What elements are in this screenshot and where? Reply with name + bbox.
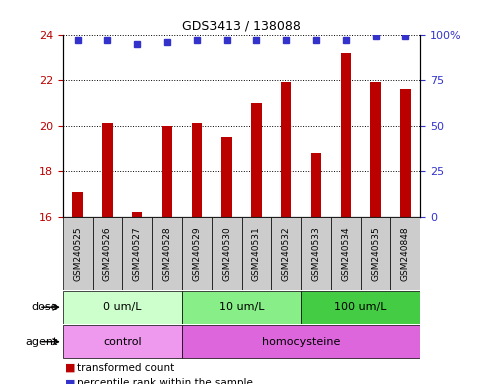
Bar [400,89,411,217]
Bar [162,126,172,217]
Text: dose: dose [31,302,58,312]
FancyBboxPatch shape [361,217,390,290]
Bar [221,137,232,217]
FancyBboxPatch shape [63,291,182,324]
FancyBboxPatch shape [301,291,420,324]
FancyBboxPatch shape [331,217,361,290]
FancyBboxPatch shape [93,217,122,290]
Text: percentile rank within the sample: percentile rank within the sample [77,378,253,384]
Bar [370,83,381,217]
Text: GSM240526: GSM240526 [103,226,112,281]
Bar [192,124,202,217]
FancyBboxPatch shape [390,217,420,290]
Text: ■: ■ [65,378,76,384]
Bar [102,124,113,217]
Text: 100 um/L: 100 um/L [334,302,387,312]
Bar [341,53,351,217]
Text: transformed count: transformed count [77,363,174,373]
FancyBboxPatch shape [301,217,331,290]
Text: GSM240535: GSM240535 [371,226,380,281]
FancyBboxPatch shape [63,217,93,290]
Text: GSM240529: GSM240529 [192,226,201,281]
Text: GSM240532: GSM240532 [282,226,291,281]
FancyBboxPatch shape [212,217,242,290]
Text: GSM240533: GSM240533 [312,226,320,281]
Bar [72,192,83,217]
FancyBboxPatch shape [242,217,271,290]
Text: GDS3413 / 138088: GDS3413 / 138088 [182,20,301,33]
Bar [311,153,321,217]
Text: agent: agent [26,337,58,347]
Text: GSM240534: GSM240534 [341,226,350,281]
FancyBboxPatch shape [182,325,420,358]
Text: GSM240530: GSM240530 [222,226,231,281]
FancyBboxPatch shape [271,217,301,290]
Bar [132,212,142,217]
Text: GSM240531: GSM240531 [252,226,261,281]
Text: ■: ■ [65,363,76,373]
FancyBboxPatch shape [63,325,182,358]
Text: homocysteine: homocysteine [262,337,340,347]
Text: GSM240527: GSM240527 [133,226,142,281]
Bar [251,103,262,217]
FancyBboxPatch shape [182,291,301,324]
FancyBboxPatch shape [122,217,152,290]
Text: 10 um/L: 10 um/L [219,302,264,312]
FancyBboxPatch shape [182,217,212,290]
Text: control: control [103,337,142,347]
Text: GSM240528: GSM240528 [163,226,171,281]
Text: GSM240525: GSM240525 [73,226,82,281]
Text: GSM240848: GSM240848 [401,226,410,281]
FancyBboxPatch shape [152,217,182,290]
Bar [281,83,291,217]
Text: 0 um/L: 0 um/L [103,302,142,312]
